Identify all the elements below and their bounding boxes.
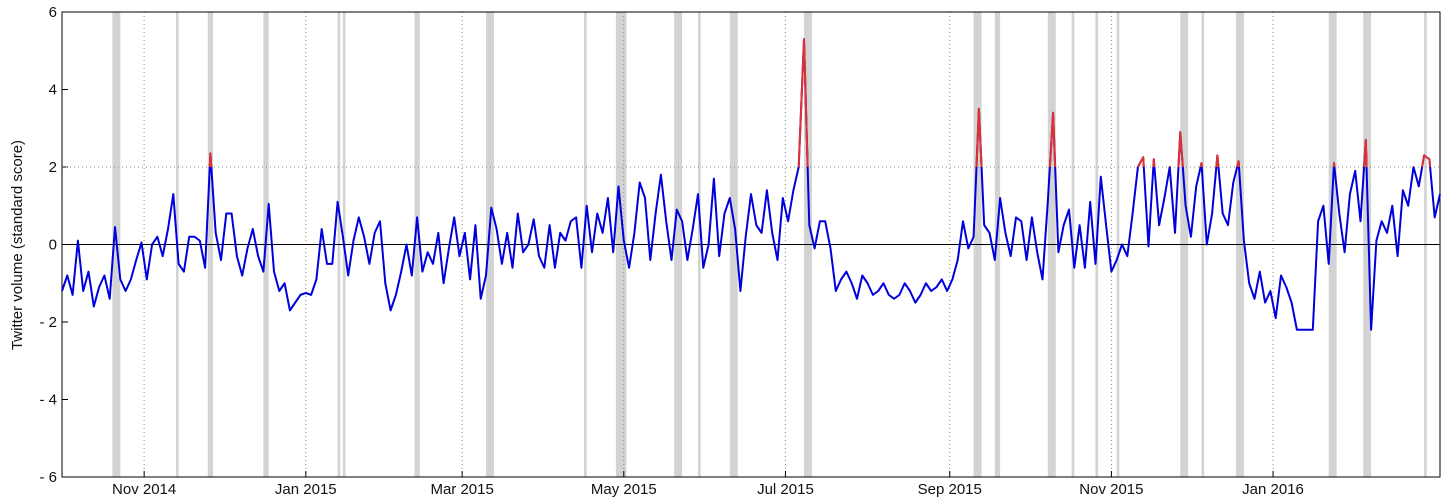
y-axis-label: Twitter volume (standard score) — [9, 140, 26, 350]
y-tick-label: 4 — [49, 82, 57, 99]
x-tick-label: Sep 2015 — [918, 481, 982, 498]
y-tick-label: - 4 — [39, 392, 57, 409]
x-tick-label: Nov 2014 — [112, 481, 176, 498]
x-tick-label: Nov 2015 — [1079, 481, 1143, 498]
x-tick-label: Mar 2015 — [430, 481, 493, 498]
y-tick-label: - 2 — [39, 314, 57, 331]
data-line — [61, 38, 1441, 331]
x-tick-label: Jul 2015 — [757, 481, 814, 498]
y-tick-label: 0 — [49, 237, 57, 254]
x-tick-label: Jan 2015 — [275, 481, 337, 498]
x-tick-label: May 2015 — [591, 481, 657, 498]
y-tick-label: - 6 — [39, 469, 57, 486]
y-tick-label: 6 — [49, 4, 57, 21]
y-tick-label: 2 — [49, 159, 57, 176]
x-tick-label: Jan 2016 — [1242, 481, 1304, 498]
plot-frame — [61, 11, 1441, 478]
